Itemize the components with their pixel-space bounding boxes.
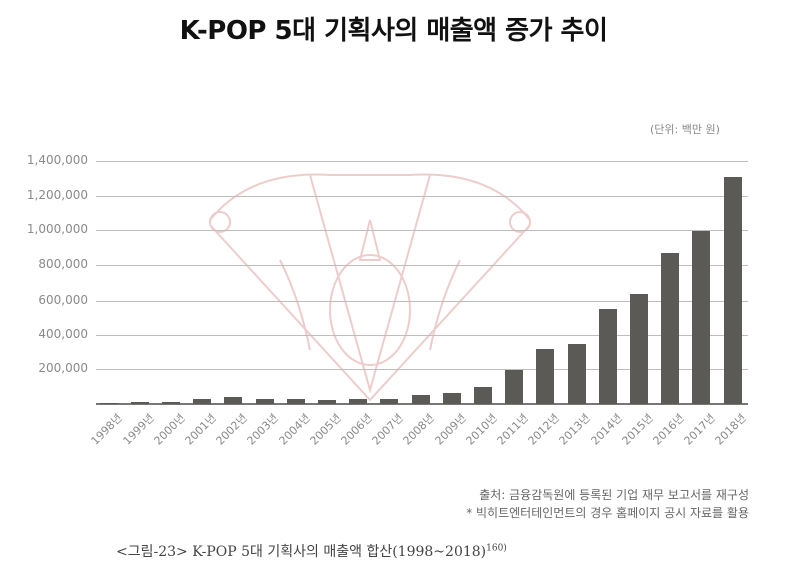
caption-footnote-ref: 160): [486, 543, 507, 554]
x-tick-label: 1999년: [120, 411, 157, 448]
gridline: [96, 161, 748, 162]
bar: [224, 397, 243, 404]
bar: [411, 395, 430, 404]
bar: [380, 399, 399, 404]
y-tick-label: 200,000: [38, 361, 88, 375]
figure-caption: <그림-23> K-POP 5대 기획사의 매출액 합산(1998~2018)1…: [116, 541, 507, 561]
x-tick-label: 2001년: [182, 411, 219, 448]
bar: [505, 370, 524, 404]
bar: [130, 402, 149, 404]
gridline: [96, 301, 748, 302]
x-tick-label: 2013년: [557, 411, 594, 448]
bar: [255, 399, 274, 404]
source-footnote: * 빅히트엔터테인먼트의 경우 홈페이지 공시 자료를 활용: [466, 506, 749, 520]
y-tick-label: 1,200,000: [26, 188, 88, 202]
bar: [692, 231, 711, 404]
x-tick-label: 2016년: [650, 411, 687, 448]
x-tick-label: 2012년: [525, 411, 563, 448]
x-tick-label: 2018년: [713, 411, 750, 448]
x-tick-label: 2011년: [494, 411, 531, 448]
x-tick-label: 2007년: [369, 411, 407, 448]
x-tick-label: 2006년: [338, 411, 375, 448]
y-tick-label: 1,000,000: [26, 222, 88, 236]
bar: [536, 349, 555, 404]
bar: [567, 344, 586, 404]
y-tick-label: 600,000: [38, 293, 88, 307]
bar: [630, 294, 648, 404]
y-tick-label: 800,000: [38, 257, 88, 271]
bar: [442, 393, 461, 404]
x-tick-label: 2000년: [151, 411, 188, 448]
university-seal-watermark-icon: [209, 173, 531, 402]
bar: [723, 177, 742, 404]
gridline: [96, 196, 748, 197]
caption-text: <그림-23> K-POP 5대 기획사의 매출액 합산(1998~2018): [116, 544, 487, 560]
bar: [162, 402, 180, 404]
x-tick-label: 2014년: [588, 411, 625, 448]
x-tick-label: 2015년: [619, 411, 656, 448]
x-tick-label: 2008년: [401, 411, 438, 448]
bar: [474, 387, 492, 404]
x-tick-label: 2017년: [681, 411, 719, 448]
unit-label: (단위: 백만 원): [650, 123, 720, 136]
x-tick-label: 2010년: [463, 411, 500, 448]
x-tick-label: 2009년: [432, 411, 469, 448]
x-tick-label: 2005년: [307, 411, 344, 448]
bar: [286, 399, 305, 404]
bar: [598, 309, 617, 404]
gridline: [96, 265, 748, 266]
x-tick-label: 2003년: [245, 411, 282, 448]
source-note: 출처: 금융감독원에 등록된 기업 재무 보고서를 재구성 * 빅히트엔터테인먼…: [466, 486, 749, 522]
y-tick-label: 1,400,000: [26, 153, 88, 167]
bar: [349, 399, 368, 404]
bar: [318, 400, 336, 404]
gridline: [96, 369, 748, 370]
x-tick-label: 1998년: [89, 411, 126, 448]
x-axis-line: [96, 403, 748, 405]
x-tick-label: 2004년: [276, 411, 313, 448]
bar: [99, 403, 118, 404]
bar-chart: (단위: 백만 원) 1,400,000 1,200,000 1,000,000…: [26, 123, 750, 448]
chart-title: K-POP 5대 기획사의 매출액 증가 추이: [179, 16, 608, 46]
y-tick-label: 400,000: [38, 327, 88, 341]
x-tick-label: 2002년: [213, 411, 251, 448]
bar: [661, 253, 680, 404]
gridline: [96, 335, 748, 336]
bar: [193, 399, 212, 404]
gridline: [96, 230, 748, 231]
source-line: 출처: 금융감독원에 등록된 기업 재무 보고서를 재구성: [479, 488, 749, 502]
